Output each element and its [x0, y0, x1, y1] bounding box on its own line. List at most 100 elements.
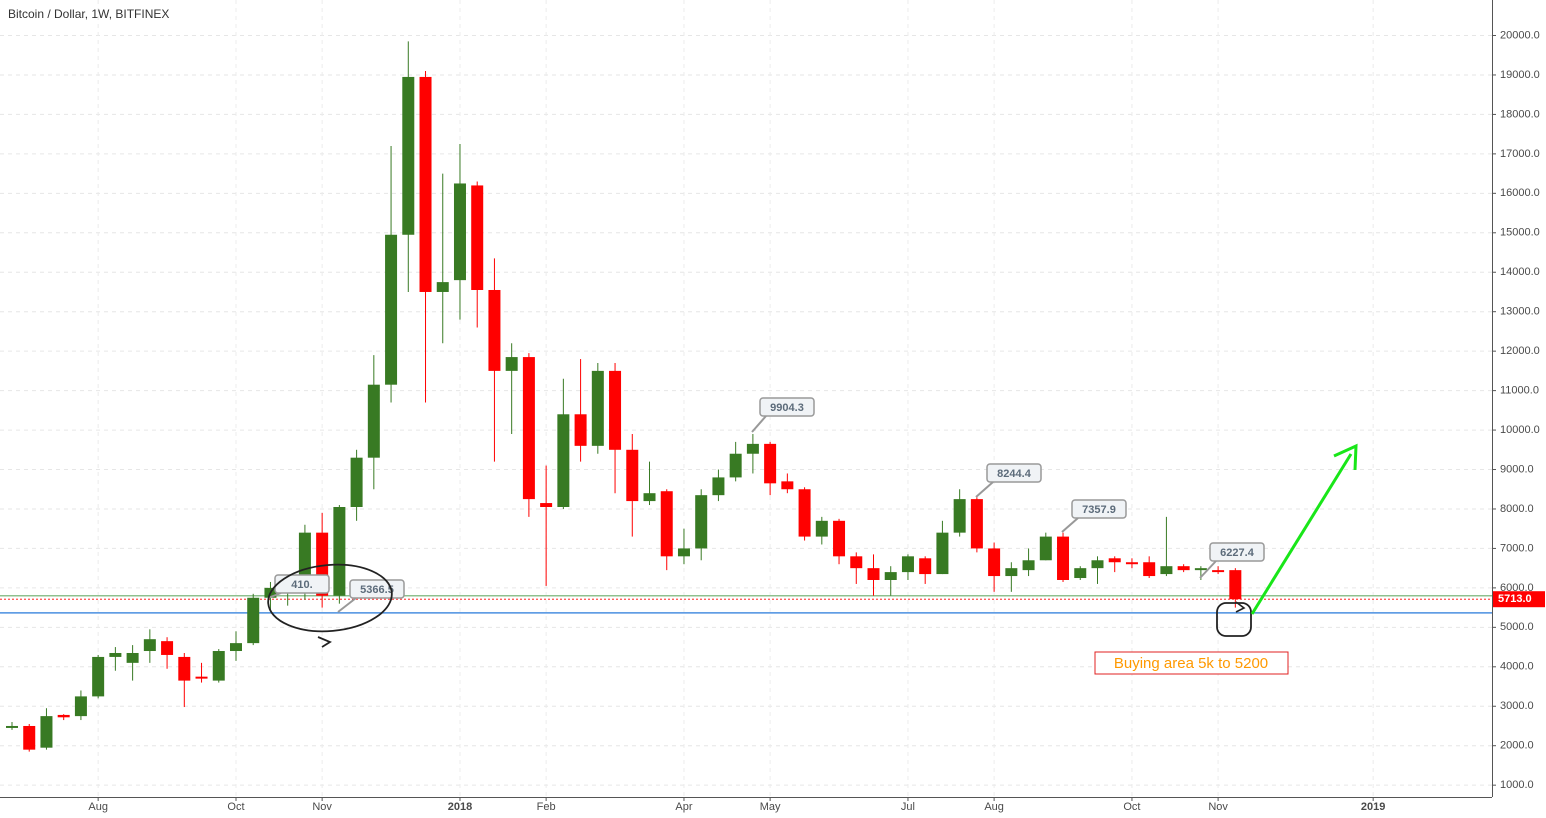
candle-body	[901, 556, 914, 573]
candle-body	[1160, 566, 1173, 575]
candle-body	[970, 499, 983, 549]
candle-body	[92, 656, 105, 697]
candle-body	[591, 370, 604, 446]
candle-body	[23, 725, 36, 750]
candle-body	[988, 548, 1001, 577]
candle-body	[178, 656, 191, 681]
candle-body	[109, 652, 122, 657]
candle-body	[919, 558, 932, 575]
candle-body	[195, 676, 208, 679]
candle-body	[402, 76, 415, 235]
candle-body	[126, 652, 139, 663]
y-tick-label: 15000.0	[1500, 227, 1540, 239]
callout-text: 7357.9	[1082, 504, 1116, 516]
x-tick-label: Feb	[537, 801, 556, 813]
y-tick-label: 4000.0	[1500, 661, 1534, 673]
drawn-circle	[267, 563, 393, 633]
candle-body	[57, 714, 70, 718]
candle-body	[609, 370, 622, 450]
y-tick-label: 13000.0	[1500, 306, 1540, 318]
y-tick-label: 1000.0	[1500, 779, 1534, 791]
y-tick-label: 6000.0	[1500, 582, 1534, 594]
candle-body	[453, 183, 466, 281]
candle-body	[540, 503, 553, 508]
candle-body	[867, 568, 880, 580]
candle-body	[1074, 568, 1087, 579]
callout-box	[1071, 499, 1127, 519]
x-tick-label: Nov	[1208, 801, 1228, 813]
callout-box	[274, 574, 330, 594]
y-tick-label: 20000.0	[1500, 29, 1540, 41]
candle-body	[436, 282, 449, 292]
candle-body	[746, 443, 759, 454]
callout-pointer	[1061, 517, 1079, 533]
candle-body	[1143, 562, 1156, 577]
x-tick-label: Oct	[227, 801, 244, 813]
y-tick-label: 14000.0	[1500, 266, 1540, 278]
candle-body	[1108, 558, 1121, 563]
y-tick-label: 11000.0	[1500, 385, 1539, 397]
candle-body	[1057, 536, 1070, 580]
x-tick-label: Nov	[312, 801, 332, 813]
candle-body	[161, 641, 174, 655]
drawn-arrowhead	[317, 636, 332, 648]
candle-body	[1005, 568, 1018, 577]
candle-body	[229, 643, 242, 652]
candle-body	[1212, 570, 1225, 573]
candle-body	[884, 572, 897, 580]
note-text: Buying area 5k to 5200	[1114, 655, 1268, 672]
candle-body	[574, 414, 587, 446]
x-tick-label: May	[760, 801, 781, 813]
y-tick-label: 18000.0	[1500, 108, 1540, 120]
callout-pointer	[975, 481, 994, 498]
candle-body	[1177, 566, 1190, 571]
candle-body	[1194, 568, 1207, 571]
x-tick-label: 2019	[1361, 801, 1385, 813]
drawn-arrowhead	[1235, 601, 1246, 613]
callout-text: 5366.5	[360, 584, 394, 596]
x-tick-label: Oct	[1123, 801, 1140, 813]
candle-body	[367, 384, 380, 458]
candle-body	[833, 520, 846, 557]
x-tick-label: 2018	[448, 801, 472, 813]
green-arrowhead	[1333, 443, 1358, 471]
y-tick-label: 17000.0	[1500, 148, 1540, 160]
price-label-box	[1493, 591, 1545, 608]
candle-body	[953, 499, 966, 533]
candle-body	[143, 639, 156, 652]
x-tick-label: Jul	[901, 801, 915, 813]
candle-body	[522, 357, 535, 500]
y-tick-label: 19000.0	[1500, 69, 1540, 81]
y-tick-label: 12000.0	[1500, 345, 1540, 357]
candle-body	[40, 716, 53, 748]
candle-body	[798, 489, 811, 537]
candle-body	[764, 443, 777, 484]
y-tick-label: 9000.0	[1500, 463, 1534, 475]
y-tick-label: 10000.0	[1500, 424, 1540, 436]
x-tick-label: Apr	[675, 801, 692, 813]
callout-pointer	[337, 597, 357, 613]
y-tick-label: 8000.0	[1500, 503, 1534, 515]
candle-body	[333, 507, 346, 596]
x-tick-label: Aug	[88, 801, 108, 813]
candle-body	[471, 185, 484, 290]
price-label: 5713.0	[1498, 593, 1532, 605]
callout-text: 410.	[291, 579, 312, 591]
y-tick-label: 5000.0	[1500, 621, 1534, 633]
plot-layer: 410. 5366.5 9904.3 8244.4 7357.9 6227.4	[0, 0, 1492, 797]
candle-body	[488, 289, 501, 371]
candle-body	[712, 477, 725, 496]
callout-pointer	[751, 415, 767, 433]
candle-body	[695, 495, 708, 549]
chart-title: Bitcoin / Dollar, 1W, BITFINEX	[8, 7, 169, 21]
callout-pointer	[1199, 560, 1217, 579]
candle-body	[247, 597, 260, 644]
candle-body	[1022, 560, 1035, 571]
candle-body	[6, 725, 18, 728]
candle-body	[660, 491, 673, 557]
candle-body	[74, 696, 87, 717]
candle-body	[557, 414, 570, 508]
candle-body	[781, 481, 794, 490]
